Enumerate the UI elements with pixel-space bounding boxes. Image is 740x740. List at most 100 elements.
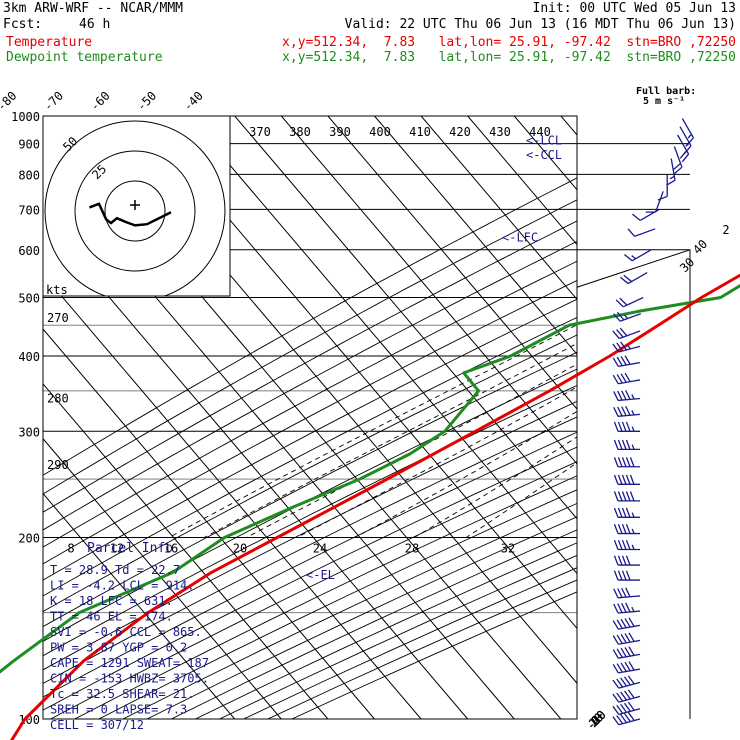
parcel-info-row: LI = -4.2 LCL = 914. (50, 579, 195, 593)
wind-barb (613, 555, 640, 566)
parcel-info-row: SVI = -0.6 CCL = 865. (50, 625, 202, 639)
isotherm (43, 492, 236, 719)
moist-adiabat (354, 410, 577, 538)
theta-label: 270 (47, 311, 69, 325)
wind-barb (613, 311, 642, 322)
wind-key-label: Full barb: (636, 86, 696, 97)
isotherm (187, 116, 577, 575)
isotherm (420, 116, 577, 301)
isotherm (608, 116, 740, 719)
isotherm (280, 116, 577, 465)
pressure-tick-label: 1000 (11, 110, 40, 124)
wind-barb (613, 523, 640, 535)
pressure-tick-label: 400 (18, 350, 40, 364)
dry-adiabat (43, 177, 577, 476)
init-time: Init: 00 UTC Wed 05 Jun 13 (532, 1, 737, 16)
isotherm (513, 116, 577, 191)
wind-barb (613, 421, 640, 432)
wind-barb (613, 602, 641, 614)
wind-barb (612, 617, 641, 630)
wind-barb (666, 158, 676, 186)
moist-adiabat (296, 386, 577, 538)
parcel-info-row: T = 28.9 Td = 22.7 (50, 563, 180, 577)
wind-barb (612, 661, 641, 674)
wind-barb (631, 208, 660, 221)
wind-barb (623, 249, 652, 262)
parcel-info-title: Parcel Info (87, 541, 173, 556)
isotherm-label: 40 (690, 237, 710, 257)
parcel-info-row: SREH = 0 LAPSE= 7.3 (50, 703, 187, 717)
pressure-tick-label: 200 (18, 531, 40, 545)
forecast-label: Fcst: (3, 17, 43, 32)
wind-barb (613, 439, 640, 451)
wind-barb (612, 372, 641, 385)
pressure-tick-label: 600 (18, 244, 40, 258)
pressure-tick-label: 800 (18, 168, 40, 182)
hodograph-units-label: kts (46, 283, 68, 297)
isotherm (327, 116, 577, 410)
wind-barb (615, 296, 644, 308)
isotherm (560, 116, 577, 136)
mixing-ratio-label: 2 (722, 223, 729, 237)
moist-adiabat (204, 342, 577, 538)
dry-adiabat (267, 579, 577, 719)
theta-e-label: 370 (249, 125, 271, 139)
wind-barb (612, 341, 641, 353)
level-marker-lcl: <-LCL (526, 134, 562, 148)
mixing-ratio-label: 8 (67, 541, 74, 555)
plot-frame (42, 115, 578, 720)
isotherm-label: 30 (677, 255, 697, 275)
dry-adiabat (146, 516, 577, 719)
isotherm (374, 116, 577, 356)
wind-barb (657, 174, 668, 201)
isotherm (43, 218, 469, 719)
wind-barbs (612, 118, 694, 726)
level-marker-ccl: <-CCL (526, 148, 562, 162)
isotherm-label: -40 (181, 89, 206, 114)
temperature-location: x,y=512.34, 7.83 lat,lon= 25.91, -97.42 … (282, 35, 736, 50)
isotherm (467, 116, 577, 246)
level-marker-el: <-EL (306, 568, 335, 582)
wind-barb (613, 539, 640, 551)
isotherm (43, 383, 329, 719)
wind-barb (612, 327, 641, 340)
mixing-ratio-label: 20 (233, 541, 247, 555)
wind-barb (613, 390, 641, 402)
mixing-ratio-label: 12 (110, 541, 124, 555)
temperature-profile (9, 273, 740, 740)
wind-barb (613, 507, 640, 518)
theta-e-label: 420 (449, 125, 471, 139)
theta-e-label: 400 (369, 125, 391, 139)
dewpoint-profile (0, 284, 740, 674)
isotherm (234, 116, 577, 520)
wind-barb (672, 146, 683, 175)
wind-barb (612, 675, 641, 689)
parcel-info-row: Tc = 32.5 SHEAR= 21. (50, 687, 195, 701)
storm-motion-marker (130, 200, 140, 210)
wind-key-units: 5 m s⁻¹ (643, 96, 685, 107)
forecast-hour: 46 h (79, 17, 111, 32)
temperature-legend-label: Temperature (6, 35, 93, 50)
parcel-info-row: K = 18 LFC = 631. (50, 594, 173, 608)
wind-barb (612, 701, 641, 716)
theta-e-label: 390 (329, 125, 351, 139)
parcel-info-row: CIN = -153 HWBZ= 3705. (50, 672, 209, 686)
theta-label: 280 (47, 391, 69, 405)
wind-barb (619, 271, 648, 285)
wind-barb (612, 632, 641, 645)
model-title: 3km ARW-WRF -- NCAR/MMM (3, 1, 184, 16)
parcel-info-row: CELL = 307/12 (50, 718, 144, 732)
wind-barb (613, 457, 640, 468)
wind-barb (613, 570, 640, 581)
moist-adiabat (168, 324, 577, 538)
parcel-info-row: CAPE = 1291 SWEAT= 187 (50, 656, 209, 670)
parcel-info-panel: Parcel Info T = 28.9 Td = 22.7 LI = -4.2 … (50, 541, 209, 732)
isotherm-label: -60 (87, 89, 112, 114)
isotherm-label: -50 (134, 89, 159, 114)
level-marker-lfc: <-LFC (502, 231, 538, 245)
mixing-ratio-label: 24 (313, 541, 327, 555)
theta-e-label: 430 (489, 125, 511, 139)
isotherm (43, 328, 375, 719)
parcel-info-row: PW = 3.87 YGP = 0.2 (50, 641, 187, 655)
